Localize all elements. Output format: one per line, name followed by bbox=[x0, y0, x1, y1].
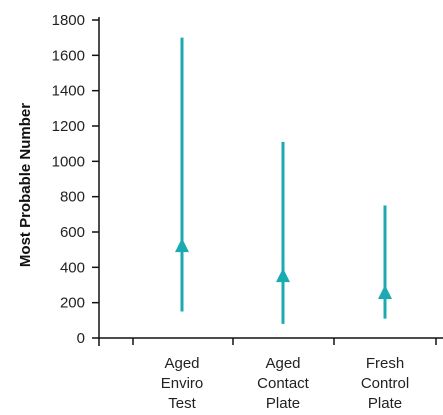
estimate-marker bbox=[175, 238, 189, 253]
y-tick-label: 1600 bbox=[52, 47, 85, 64]
category-label-line: Plate bbox=[266, 395, 300, 412]
category-label: Fresh Control Plate bbox=[361, 355, 409, 412]
estimate-marker bbox=[276, 268, 290, 283]
y-tick-label: 600 bbox=[60, 224, 85, 241]
category-label-line: Control bbox=[361, 375, 409, 392]
category-label-line: Plate bbox=[368, 395, 402, 412]
y-tick-label: 1200 bbox=[52, 118, 85, 135]
y-tick-label: 800 bbox=[60, 189, 85, 206]
estimate-marker bbox=[378, 284, 392, 299]
y-tick-label: 1000 bbox=[52, 153, 85, 170]
y-tick-label: 400 bbox=[60, 259, 85, 276]
category-label: Aged Contact Plate bbox=[257, 355, 310, 412]
y-tick-label: 200 bbox=[60, 295, 85, 312]
category-label: Aged Enviro Test bbox=[161, 355, 204, 412]
y-tick-label: 1400 bbox=[52, 83, 85, 100]
y-axis-title: Most Probable Number bbox=[17, 103, 34, 267]
category-labels: Aged Enviro Test Aged Contact Plate Fresh Contr… bbox=[161, 355, 409, 412]
axes bbox=[98, 17, 443, 346]
y-tick-label: 1800 bbox=[52, 12, 85, 29]
category-label-line: Aged bbox=[164, 355, 199, 372]
data-marks bbox=[175, 37, 392, 324]
category-label-line: Test bbox=[168, 395, 196, 412]
x-ticks bbox=[132, 338, 437, 345]
y-tick-label: 0 bbox=[77, 330, 85, 347]
category-label-line: Enviro bbox=[161, 375, 204, 392]
category-label-line: Aged bbox=[265, 355, 300, 372]
category-label-line: Fresh bbox=[366, 355, 404, 372]
y-ticks: 0 200 400 600 800 1000 1200 1400 1600 1800 bbox=[52, 12, 99, 347]
category-label-line: Contact bbox=[257, 375, 310, 392]
